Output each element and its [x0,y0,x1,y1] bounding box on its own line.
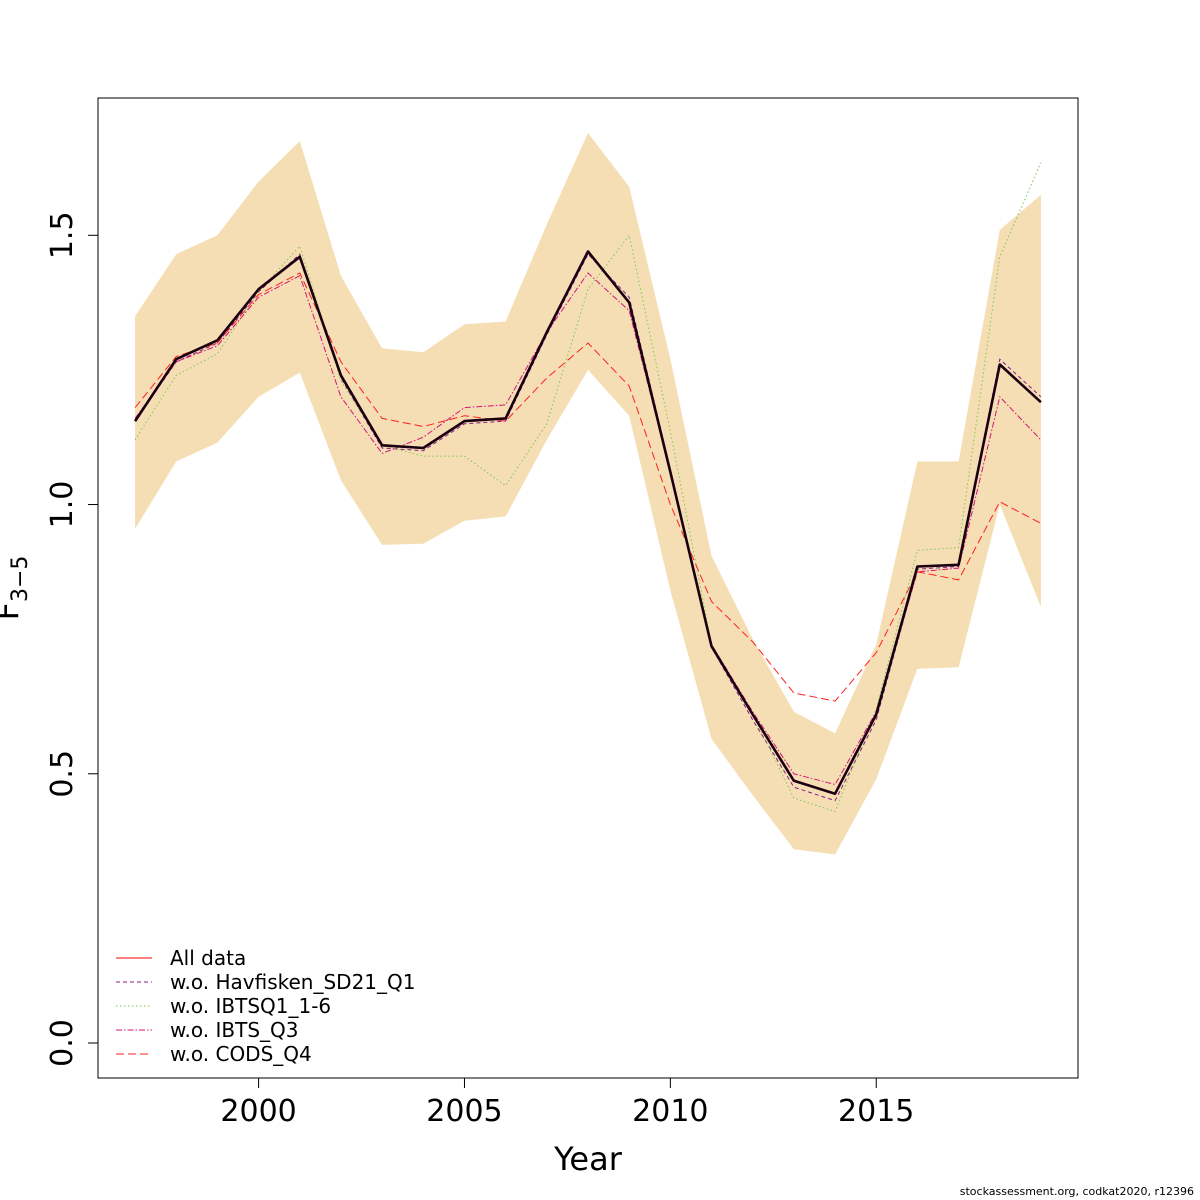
y-axis-title-subscript: 3−5 [8,556,33,602]
legend-label: w.o. IBTSQ1_1-6 [170,994,331,1018]
y-tick-label: 0.0 [45,1019,80,1067]
confidence-band [135,133,1041,855]
x-tick-label: 2010 [632,1094,708,1129]
legend-label: w.o. IBTS_Q3 [170,1018,298,1042]
x-tick-label: 2015 [838,1094,914,1129]
x-tick-label: 2005 [426,1094,502,1129]
y-tick-label: 1.5 [45,211,80,259]
y-axis-title-main: F [0,602,26,620]
x-axis: 2000 2005 2010 2015 [220,1077,914,1129]
series-line-5 [134,272,1042,702]
y-tick-label: 0.5 [45,750,80,798]
main-estimate-line [134,250,1042,795]
legend-label: w.o. CODS_Q4 [170,1042,312,1066]
main-line-layer [134,250,1042,795]
y-tick-label: 1.0 [45,481,80,529]
legend-label: w.o. Havfisken_SD21_Q1 [170,970,416,994]
footer-caption: stockassessment.org, codkat2020, r12396 [959,1185,1194,1198]
confidence-band-layer [135,133,1041,855]
svg-text:F3−5: F3−5 [0,556,33,621]
x-tick-label: 2000 [220,1094,296,1129]
legend-label: All data [170,946,246,970]
y-axis-title: F3−5 [0,556,33,621]
y-axis: 0.0 0.5 1.0 1.5 [45,211,99,1067]
x-axis-title: Year [553,1140,623,1178]
